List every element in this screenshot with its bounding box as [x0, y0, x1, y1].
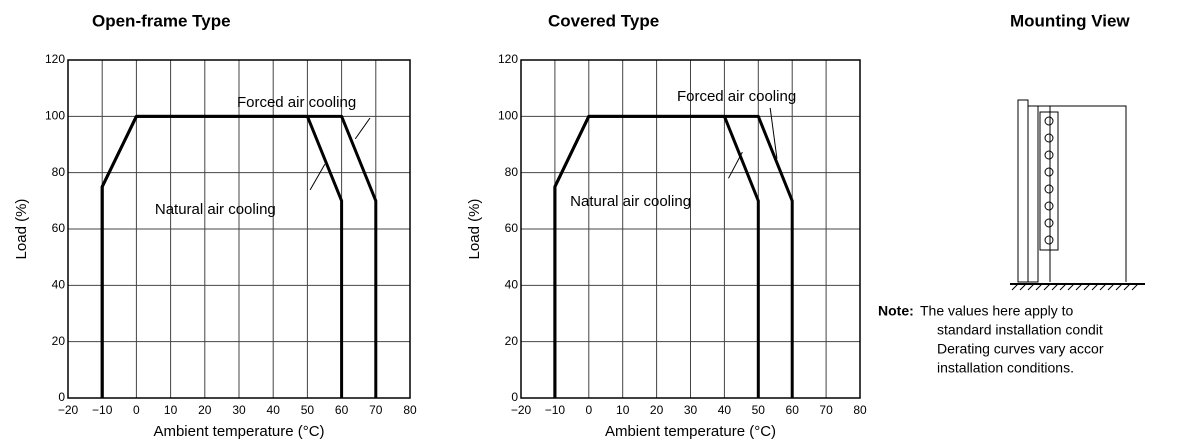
x-tick-label: 80: [403, 403, 417, 417]
series-label: Natural air cooling: [155, 201, 276, 218]
x-tick-label: 10: [164, 403, 178, 417]
leader-line: [728, 151, 743, 179]
y-tick-label: 0: [58, 390, 65, 404]
y-tick-label: 20: [505, 334, 519, 348]
note-line: Derating curves vary accor: [937, 341, 1104, 357]
chart-title: Open-frame Type: [92, 11, 231, 30]
x-tick-label: 20: [198, 403, 212, 417]
y-tick-label: 40: [52, 278, 66, 292]
leader-line: [769, 107, 778, 159]
y-tick-label: 100: [45, 109, 65, 123]
x-tick-label: 0: [585, 403, 592, 417]
series-label: Forced air cooling: [237, 94, 356, 111]
series-line: [553, 114, 794, 398]
x-tick-label: −20: [58, 403, 79, 417]
note-line: standard installation condit: [937, 322, 1103, 338]
x-tick-label: 10: [616, 403, 630, 417]
y-axis-label: Load (%): [466, 199, 483, 260]
y-tick-label: 0: [511, 390, 518, 404]
note-line: The values here apply to: [920, 303, 1074, 319]
plot-frame: [67, 59, 411, 399]
x-tick-label: −10: [545, 403, 566, 417]
y-tick-label: 60: [52, 221, 66, 235]
x-tick-label: 70: [369, 403, 383, 417]
x-tick-label: 40: [267, 403, 281, 417]
x-tick-label: 30: [232, 403, 246, 417]
y-tick-label: 40: [505, 278, 519, 292]
plot-frame: [520, 59, 861, 399]
y-tick-label: 80: [505, 165, 519, 179]
note-line: installation conditions.: [937, 360, 1074, 376]
note-label: Note:: [878, 303, 914, 319]
y-tick-label: 120: [45, 52, 65, 66]
y-tick-label: 20: [52, 334, 66, 348]
leader-line: [354, 117, 371, 140]
series-label: Forced air cooling: [677, 88, 796, 105]
x-tick-label: 50: [752, 403, 766, 417]
x-axis-label: Ambient temperature (°C): [153, 423, 324, 440]
x-tick-label: 60: [335, 403, 349, 417]
series-line: [100, 114, 378, 398]
series-label: Natural air cooling: [570, 193, 691, 210]
x-tick-label: 20: [650, 403, 664, 417]
y-tick-label: 60: [505, 221, 519, 235]
x-tick-label: 0: [133, 403, 140, 417]
y-tick-label: 100: [498, 109, 518, 123]
y-tick-label: 80: [52, 165, 66, 179]
x-tick-label: 50: [301, 403, 315, 417]
leader-line: [309, 163, 326, 191]
x-tick-label: 30: [684, 403, 698, 417]
x-tick-label: 70: [819, 403, 833, 417]
x-tick-label: −20: [511, 403, 532, 417]
x-tick-label: 80: [853, 403, 867, 417]
mounting-diagram: [1010, 99, 1145, 291]
chart-title: Covered Type: [548, 11, 659, 30]
x-axis-label: Ambient temperature (°C): [605, 423, 776, 440]
x-tick-label: 60: [786, 403, 800, 417]
x-tick-label: −10: [92, 403, 113, 417]
mounting-title: Mounting View: [1010, 11, 1130, 30]
x-tick-label: 40: [718, 403, 732, 417]
y-axis-label: Load (%): [13, 199, 30, 260]
y-tick-label: 120: [498, 52, 518, 66]
series-line: [100, 114, 344, 398]
